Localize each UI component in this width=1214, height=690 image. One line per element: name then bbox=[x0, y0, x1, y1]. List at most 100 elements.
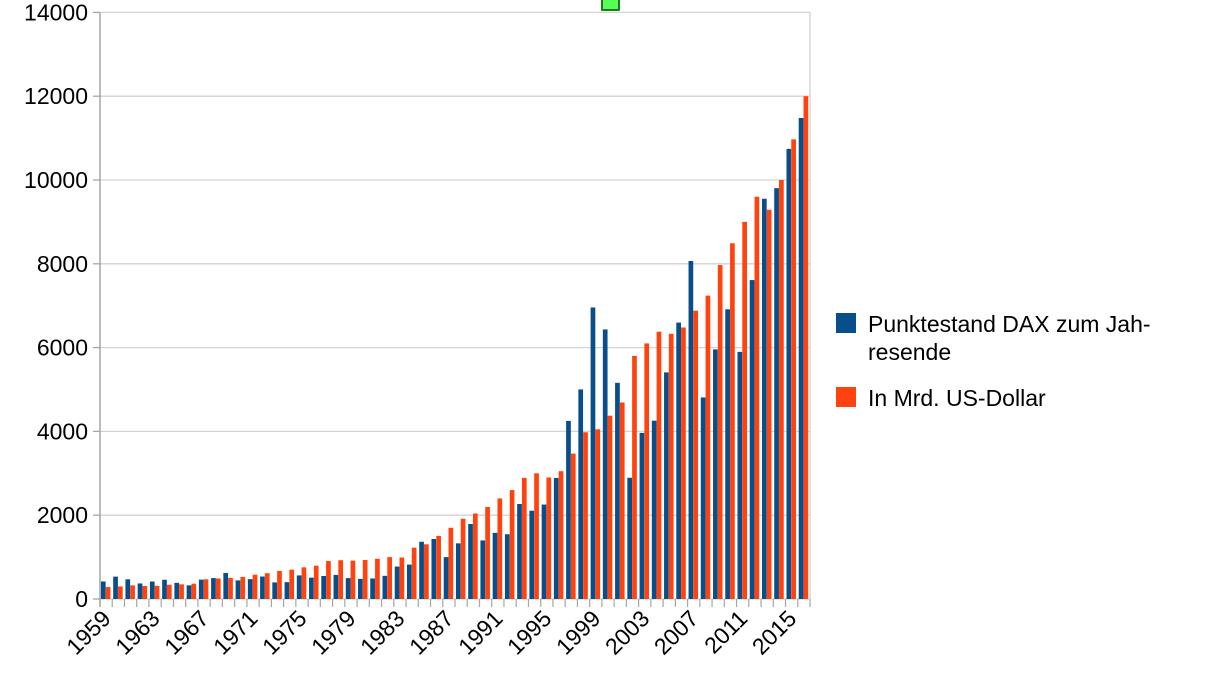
bar-dax-1982 bbox=[382, 575, 388, 599]
x-axis-label-1983: 1983 bbox=[355, 605, 410, 660]
bar-dax-2009 bbox=[713, 349, 718, 599]
bar-dax-1986 bbox=[431, 539, 437, 599]
bar-usd-1970 bbox=[240, 577, 246, 599]
bar-usd-2008 bbox=[705, 295, 711, 599]
bar-usd-1960 bbox=[117, 586, 123, 599]
legend-swatch-orange-icon bbox=[836, 387, 856, 407]
bar-dax-1989 bbox=[468, 524, 473, 599]
bar-dax-1960 bbox=[113, 576, 118, 599]
x-axis-label-2003: 2003 bbox=[600, 605, 655, 660]
bar-dax-1970 bbox=[235, 580, 241, 599]
bar-dax-2000 bbox=[602, 329, 608, 599]
y-axis-label-8000: 8000 bbox=[37, 251, 88, 277]
x-axis-label-1959: 1959 bbox=[61, 605, 116, 660]
bar-dax-1968 bbox=[211, 578, 216, 599]
bar-dax-1977 bbox=[321, 576, 326, 599]
x-axis-label-1979: 1979 bbox=[306, 605, 361, 660]
bar-usd-1981 bbox=[375, 558, 380, 599]
bar-usd-2006 bbox=[681, 327, 686, 599]
bar-dax-1967 bbox=[198, 579, 204, 599]
bar-usd-1965 bbox=[179, 584, 184, 599]
bar-usd-1966 bbox=[191, 583, 197, 599]
bar-usd-1959 bbox=[105, 587, 111, 599]
bar-usd-1996 bbox=[558, 471, 564, 599]
bar-usd-2014 bbox=[779, 180, 784, 599]
bar-usd-1985 bbox=[424, 544, 429, 599]
bar-usd-1988 bbox=[460, 518, 466, 599]
bar-usd-2009 bbox=[717, 265, 723, 599]
bar-usd-1975 bbox=[301, 567, 307, 599]
legend-label-usd: In Mrd. US-Dollar bbox=[868, 385, 1046, 411]
bar-usd-2011 bbox=[742, 221, 747, 599]
bar-dax-1966 bbox=[186, 585, 192, 599]
bar-dax-1994 bbox=[529, 510, 535, 599]
bar-usd-2005 bbox=[668, 333, 674, 599]
bar-usd-2015 bbox=[791, 139, 796, 600]
bar-dax-1991 bbox=[492, 532, 498, 599]
bar-usd-2012 bbox=[754, 196, 760, 599]
x-axis-label-1991: 1991 bbox=[453, 605, 508, 660]
bar-dax-1979 bbox=[345, 578, 351, 599]
bar-dax-1999 bbox=[590, 307, 596, 599]
bar-usd-1961 bbox=[130, 585, 135, 599]
bar-usd-1971 bbox=[252, 574, 258, 599]
bar-usd-1991 bbox=[497, 498, 503, 599]
y-axis-label-14000: 14000 bbox=[24, 0, 88, 25]
bar-usd-1967 bbox=[203, 579, 209, 599]
bar-dax-1992 bbox=[504, 534, 510, 599]
bar-usd-2001 bbox=[619, 402, 625, 599]
x-axis-label-2015: 2015 bbox=[747, 605, 802, 660]
bar-dax-2005 bbox=[664, 372, 669, 599]
bar-dax-2001 bbox=[615, 382, 620, 599]
bar-usd-1999 bbox=[595, 429, 601, 599]
bar-dax-2011 bbox=[737, 351, 743, 599]
bar-usd-1977 bbox=[326, 561, 331, 599]
bar-dax-1963 bbox=[149, 581, 155, 599]
bar-usd-2002 bbox=[632, 355, 637, 599]
bar-usd-1982 bbox=[387, 557, 392, 599]
bar-dax-2004 bbox=[651, 420, 657, 599]
bar-dax-1965 bbox=[174, 582, 180, 599]
bar-dax-1985 bbox=[419, 541, 424, 599]
bar-dax-2012 bbox=[749, 280, 755, 599]
legend-entry-dax: Punktestand DAX zum Jah-resende bbox=[836, 310, 1208, 366]
bar-usd-1972 bbox=[264, 573, 270, 599]
bar-dax-2007 bbox=[688, 260, 694, 599]
y-axis-label-12000: 12000 bbox=[24, 83, 88, 109]
bar-dax-1969 bbox=[223, 572, 229, 599]
bar-dax-1987 bbox=[443, 557, 449, 599]
bar-usd-2003 bbox=[644, 343, 650, 599]
bar-dax-1990 bbox=[480, 540, 486, 599]
bar-dax-1998 bbox=[578, 389, 584, 599]
bar-dax-1975 bbox=[296, 575, 302, 599]
bar-usd-2010 bbox=[730, 243, 735, 599]
bar-usd-1968 bbox=[215, 578, 221, 599]
x-axis-label-2007: 2007 bbox=[649, 605, 704, 660]
bar-dax-1959 bbox=[100, 581, 106, 599]
bar-usd-2013 bbox=[766, 209, 772, 599]
y-axis-label-6000: 6000 bbox=[37, 335, 88, 361]
bar-usd-2004 bbox=[656, 331, 662, 599]
bar-usd-1989 bbox=[472, 513, 478, 599]
bar-usd-1964 bbox=[166, 584, 172, 599]
bar-dax-2006 bbox=[676, 322, 681, 599]
bar-dax-2014 bbox=[774, 188, 779, 599]
bar-usd-1987 bbox=[448, 527, 454, 599]
bar-usd-1969 bbox=[228, 577, 233, 599]
y-axis-label-10000: 10000 bbox=[24, 167, 88, 193]
bar-dax-1984 bbox=[406, 564, 412, 599]
bar-usd-1978 bbox=[338, 560, 344, 599]
x-axis-label-1999: 1999 bbox=[551, 605, 606, 660]
bar-usd-1980 bbox=[362, 560, 368, 599]
y-axis-label-4000: 4000 bbox=[37, 418, 88, 444]
y-axis-label-0: 0 bbox=[75, 586, 88, 612]
bar-usd-1992 bbox=[509, 490, 515, 599]
x-axis-label-2011: 2011 bbox=[699, 605, 752, 658]
bar-dax-2010 bbox=[725, 309, 730, 599]
bar-dax-1971 bbox=[247, 579, 253, 599]
bar-usd-1998 bbox=[583, 432, 588, 599]
bar-usd-1993 bbox=[521, 477, 527, 599]
bar-dax-2016 bbox=[798, 117, 804, 599]
selection-handle[interactable] bbox=[601, 0, 620, 11]
bar-dax-1995 bbox=[541, 504, 547, 599]
